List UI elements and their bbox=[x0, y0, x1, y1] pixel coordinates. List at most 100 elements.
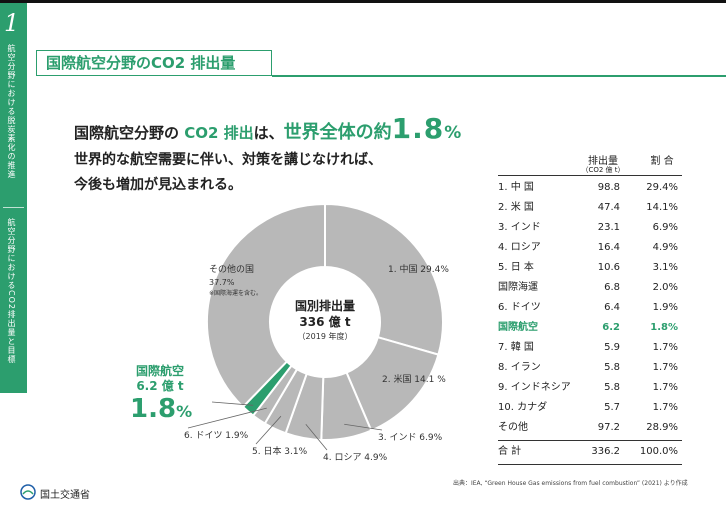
col-header-unit: （CO2 億 t） bbox=[581, 166, 625, 174]
subline-1: 世界的な航空需要に伴い、対策を講じなければ、 bbox=[74, 152, 382, 168]
slice-label: 5. 日本 3.1% bbox=[252, 445, 308, 457]
headline-percent-value: 1.8 bbox=[391, 112, 445, 145]
table-row: 4. ロシア 16.4 4.9% bbox=[498, 238, 682, 258]
row-value: 5.8 bbox=[604, 382, 620, 393]
headline-part-3: は、 bbox=[253, 124, 284, 142]
table-row: 10. カナダ 5.7 1.7% bbox=[498, 398, 682, 418]
row-name: 9. インドネシア bbox=[498, 382, 571, 393]
row-share: 1.7% bbox=[652, 402, 678, 413]
row-value: 98.8 bbox=[597, 182, 620, 193]
total-name: 合 計 bbox=[498, 446, 522, 457]
row-share: 28.9% bbox=[646, 422, 678, 433]
page-title: 国際航空分野のCO2 排出量 bbox=[46, 54, 236, 72]
donut-slice bbox=[324, 202, 444, 356]
row-value: 23.1 bbox=[597, 222, 620, 233]
callout-percent-unit: % bbox=[176, 402, 193, 421]
table-row: 3. インド 23.1 6.9% bbox=[498, 218, 682, 238]
row-share: 4.9% bbox=[652, 242, 678, 253]
header-rule bbox=[272, 75, 726, 77]
total-share: 100.0% bbox=[639, 446, 678, 457]
leader-line bbox=[344, 423, 383, 431]
top-rule bbox=[0, 0, 726, 3]
row-name: 3. インド bbox=[498, 222, 541, 233]
table-row: 5. 日 本 10.6 3.1% bbox=[498, 258, 682, 278]
row-share: 1.8% bbox=[650, 322, 678, 333]
table-row: 8. イラン 5.8 1.7% bbox=[498, 358, 682, 378]
other-label-pct: 37.7% bbox=[209, 278, 235, 287]
center-total: 336 億 t bbox=[299, 314, 350, 329]
callout-leader-line bbox=[211, 401, 254, 406]
row-share: 29.4% bbox=[646, 182, 678, 193]
row-share: 1.7% bbox=[652, 382, 678, 393]
slice-label: 3. インド 6.9% bbox=[378, 433, 443, 443]
row-share: 2.0% bbox=[652, 282, 678, 293]
leader-line bbox=[305, 423, 328, 451]
slice-label: 1. 中国 29.4% bbox=[388, 263, 449, 275]
row-value: 47.4 bbox=[597, 202, 620, 213]
row-value: 10.6 bbox=[597, 262, 620, 273]
table-row: 国際海運 6.8 2.0% bbox=[498, 278, 682, 298]
headline-part-2: CO2 排出 bbox=[184, 124, 254, 142]
table-row: 2. 米 国 47.4 14.1% bbox=[498, 198, 682, 218]
row-name: 6. ドイツ bbox=[498, 302, 541, 313]
callout-name: 国際航空 bbox=[135, 364, 184, 378]
callout-amount: 6.2 億 t bbox=[136, 379, 184, 393]
table-bottom-rule bbox=[498, 464, 682, 465]
donut-slice bbox=[206, 202, 326, 409]
table-row: 1. 中 国 98.8 29.4% bbox=[498, 178, 682, 198]
callout-percent-value: 1.8 bbox=[130, 394, 177, 424]
headline: 国際航空分野の CO2 排出は、世界全体の約1.8% bbox=[74, 112, 461, 148]
row-name: 国際航空 bbox=[498, 322, 538, 333]
row-name: 4. ロシア bbox=[498, 242, 541, 253]
sidebar-section-label: 航空分野における脱炭素化の推進 bbox=[7, 44, 16, 179]
row-share: 6.9% bbox=[652, 222, 678, 233]
center-title: 国別排出量 bbox=[295, 298, 355, 313]
row-name: 国際海運 bbox=[498, 282, 538, 293]
mlit-logo-icon bbox=[20, 484, 36, 500]
source-note: 出典：IEA, “Green House Gas emissions from … bbox=[453, 480, 688, 487]
sidebar-divider bbox=[3, 207, 24, 208]
table-row: 9. インドネシア 5.8 1.7% bbox=[498, 378, 682, 398]
row-share: 1.7% bbox=[652, 362, 678, 373]
slice-label: 2. 米国 14.1 % bbox=[382, 373, 446, 385]
row-value: 5.9 bbox=[604, 342, 620, 353]
row-name: 2. 米 国 bbox=[498, 202, 534, 213]
table-total-row: 合 計 336.2 100.0% bbox=[498, 442, 682, 462]
chapter-number: 1 bbox=[4, 9, 20, 37]
subline-2: 今後も増加が見込まれる。 bbox=[74, 177, 242, 193]
table-row: 7. 韓 国 5.9 1.7% bbox=[498, 338, 682, 358]
slice-label: 6. ドイツ 1.9% bbox=[184, 431, 249, 441]
total-value: 336.2 bbox=[591, 446, 620, 457]
row-share: 1.9% bbox=[652, 302, 678, 313]
row-value: 6.8 bbox=[604, 282, 620, 293]
row-share: 14.1% bbox=[646, 202, 678, 213]
col-header-value: 排出量 bbox=[588, 156, 618, 167]
sidebar-band: 1 bbox=[0, 3, 27, 393]
row-name: 8. イラン bbox=[498, 362, 541, 373]
table-total-rule bbox=[498, 440, 682, 441]
headline-part-4: 世界全体の約 bbox=[283, 122, 392, 143]
table-row: 6. ドイツ 6.4 1.9% bbox=[498, 298, 682, 318]
row-value: 97.2 bbox=[597, 422, 620, 433]
leader-line bbox=[187, 407, 267, 429]
row-share: 1.7% bbox=[652, 342, 678, 353]
headline-percent-sign: % bbox=[444, 123, 462, 143]
col-header-share: 割 合 bbox=[650, 156, 674, 167]
row-value: 6.4 bbox=[604, 302, 620, 313]
other-label-name: その他の国 bbox=[209, 263, 254, 275]
leader-line bbox=[255, 415, 282, 445]
headline-part-1: 国際航空分野の bbox=[74, 124, 185, 142]
other-label-note: ※国際海運を含む。 bbox=[209, 289, 262, 297]
table-row: その他 97.2 28.9% bbox=[498, 418, 682, 438]
center-year: （2019 年度） bbox=[298, 331, 353, 341]
row-value: 16.4 bbox=[597, 242, 620, 253]
row-name: 10. カナダ bbox=[498, 402, 548, 413]
table-header-rule bbox=[498, 175, 682, 176]
row-value: 5.7 bbox=[604, 402, 620, 413]
row-value: 5.8 bbox=[604, 362, 620, 373]
callout-percent: 1.8% bbox=[130, 394, 192, 424]
org-name: 国土交通省 bbox=[40, 490, 90, 501]
